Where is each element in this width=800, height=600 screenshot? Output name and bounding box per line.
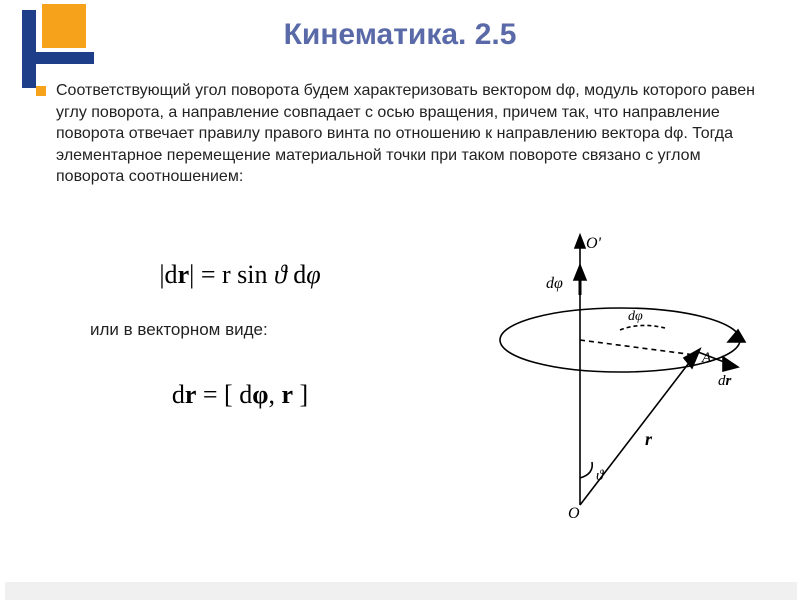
page-title: Кинематика. 2.5 [0,18,800,52]
formula-vector: dr = [ dφ, r ] [0,380,480,410]
body-paragraph: Соответствующий угол поворота будем хара… [56,80,756,188]
rotation-diagram: O O' dφ r A dφ dr ϑ [470,230,770,530]
svg-text:ϑ: ϑ [596,468,605,484]
svg-text:dφ: dφ [546,275,563,292]
svg-text:O': O' [586,235,602,252]
svg-text:r: r [645,429,653,449]
bullet-icon [36,86,46,96]
svg-text:dφ: dφ [628,309,643,324]
vector-form-label: или в векторном виде: [90,320,268,340]
svg-text:O: O [568,505,580,522]
svg-text:A: A [701,350,712,366]
footer-bar [5,582,797,600]
formula-magnitude: |dr| = r sin ϑ dφ [0,260,480,290]
corner-blue-horizontal [22,52,94,64]
svg-text:dr: dr [718,373,732,389]
